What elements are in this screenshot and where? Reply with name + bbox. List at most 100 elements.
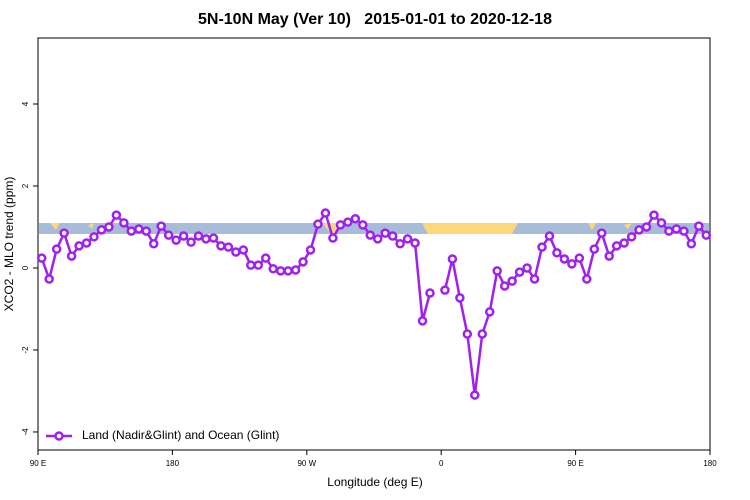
point [484,307,495,317]
y-tick-label: -2 [21,346,30,354]
point [156,221,166,231]
point [365,230,376,240]
point [402,234,413,244]
point [544,231,555,241]
point [679,226,689,236]
point [313,219,323,229]
point [104,222,114,232]
point [455,293,465,303]
point [537,242,547,252]
point [246,260,256,270]
point [74,241,84,251]
point [552,248,562,258]
y-tick-label: 2 [21,183,30,188]
point [89,232,99,242]
point [126,226,137,236]
point [238,245,249,255]
point [51,244,62,254]
x-tick-label: 90 W [297,459,316,468]
y-tick-label: 0 [21,265,30,270]
point [290,265,301,275]
point [358,220,368,230]
point [268,264,278,274]
point [260,253,271,263]
x-tick-label: 180 [166,459,180,468]
point [462,329,473,339]
point [328,233,338,243]
point [417,316,428,326]
point [59,228,69,238]
point [231,247,241,257]
point [559,254,570,264]
point [111,210,122,220]
point [119,218,129,228]
point [656,218,667,228]
point [387,231,398,241]
y-tick-label: -4 [21,428,30,436]
point [201,234,211,244]
point [141,226,152,236]
point [641,222,652,232]
point [664,226,674,236]
y-tick-label: 4 [21,101,30,106]
point [171,235,181,245]
point [335,220,346,230]
point [193,231,204,241]
point [178,231,189,241]
point [611,241,622,251]
point [686,239,697,249]
point [134,224,144,234]
point [507,276,517,286]
chart-title: 5N-10N May (Ver 10) 2015-01-01 to 2020-1… [198,11,552,28]
point [343,217,353,227]
point [582,274,592,284]
point [604,251,614,261]
x-tick-label: 180 [703,459,717,468]
point [275,266,286,276]
legend-marker [54,431,64,441]
point [440,285,450,295]
point [492,266,502,276]
point [574,253,585,263]
point [223,242,234,252]
point [36,253,47,263]
x-tick-label: 0 [439,459,444,468]
point [522,263,532,273]
point [372,234,383,244]
y-axis-title: XCO2 - MLO trend (ppm) [2,177,16,312]
point [148,239,159,249]
point [305,245,316,255]
point [380,228,390,238]
point [626,232,637,242]
legend-label: Land (Nadir&Glint) and Ocean (Glint) [82,428,279,442]
point [470,390,480,400]
point [410,238,420,248]
point [298,257,308,267]
point [529,274,540,284]
point [671,224,682,234]
point [567,259,577,269]
point [425,288,435,298]
point [44,274,54,284]
point [320,208,331,218]
point [447,254,458,264]
point [395,239,405,249]
point [216,241,226,251]
point [350,214,361,224]
point [694,221,704,231]
point [96,225,107,235]
point [163,230,174,240]
point [81,238,92,248]
point [477,329,488,339]
point [66,251,77,261]
plot-frame [37,37,711,451]
point [649,210,659,220]
point [634,225,644,235]
x-axis-title: Longitude (deg E) [327,475,422,489]
point [596,228,607,238]
x-tick-label: 90 E [567,459,583,468]
point [283,266,293,276]
point [253,260,264,270]
point [186,237,196,247]
